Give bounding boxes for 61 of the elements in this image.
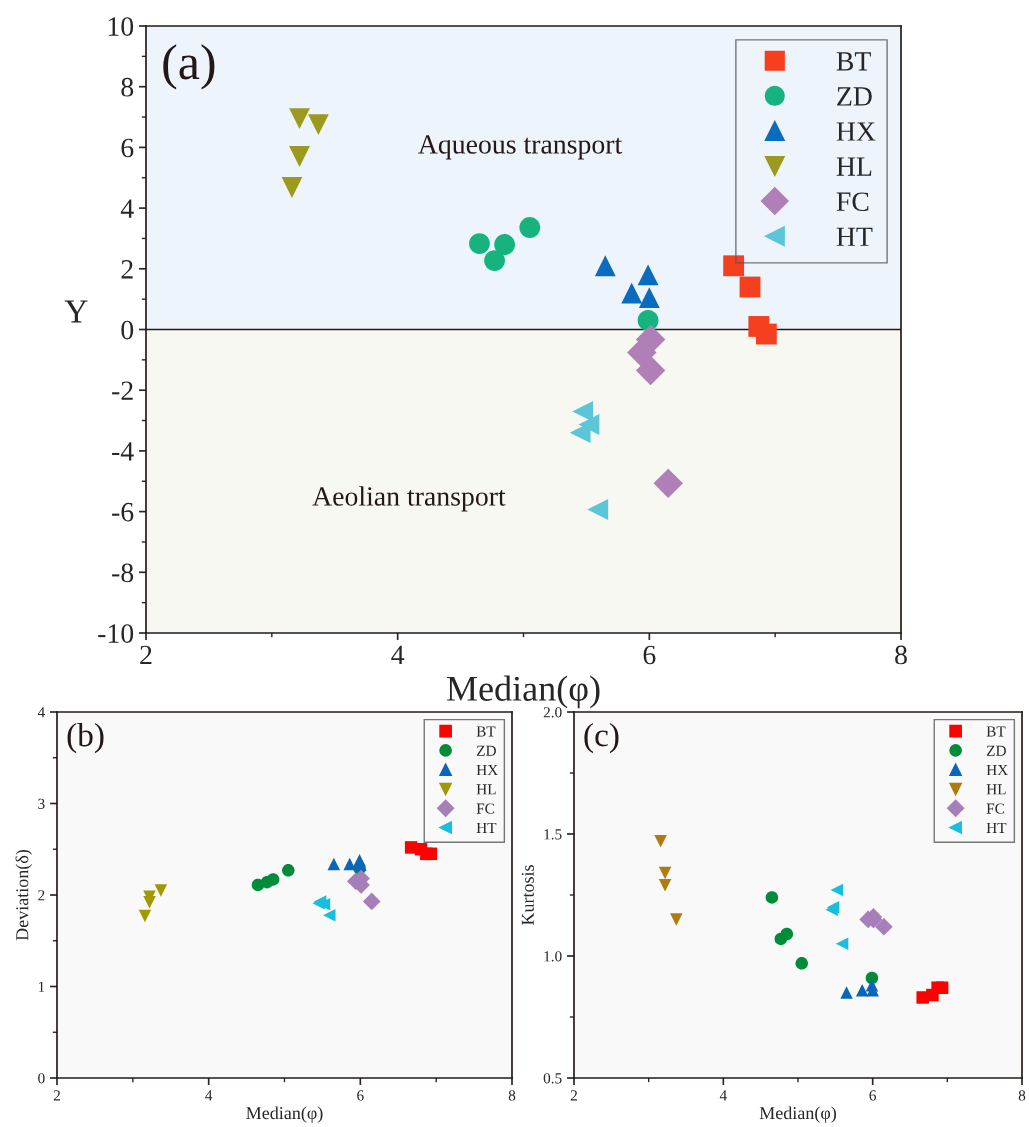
y-tick-label: 1.5: [544, 829, 562, 840]
y-axis-title: Kurtosis: [521, 865, 534, 926]
y-tick-label: -2: [112, 381, 133, 400]
legend-label: HL: [836, 157, 872, 176]
legend-label: HX: [986, 765, 1008, 776]
y-tick-label: 4: [37, 707, 45, 718]
legend-label: HX: [476, 765, 498, 776]
y-tick-label: -4: [112, 442, 134, 461]
band-label: Aqueous transport: [418, 135, 623, 160]
y-tick-label: 2.0: [543, 707, 562, 718]
legend-label: ZD: [837, 87, 872, 106]
x-tick-label: 2: [140, 645, 152, 665]
legend-label: ZD: [986, 745, 1006, 756]
y-tick-label: 4: [120, 199, 134, 218]
legend-label: FC: [476, 803, 495, 814]
x-tick-label: 4: [205, 1090, 213, 1101]
band-label: Aeolian transport: [312, 486, 506, 512]
y-tick-label: 2: [38, 890, 45, 901]
legend-label: HL: [986, 784, 1006, 795]
legend-label: FC: [986, 803, 1005, 814]
y-axis-title: Y: [64, 300, 88, 323]
y-tick-label: 0: [38, 1073, 45, 1084]
x-axis-title: Median(φ): [246, 1106, 323, 1123]
legend-label: BT: [476, 726, 496, 737]
legend-label: HT: [986, 822, 1007, 833]
legend-label: FC: [836, 192, 869, 212]
x-tick-label: 2: [53, 1090, 60, 1101]
annotation: (a): [163, 44, 215, 90]
x-axis-title: Median(φ): [759, 1106, 837, 1123]
legend-label: BT: [986, 726, 1006, 737]
y-tick-label: 0: [121, 320, 134, 340]
y-tick-label: -8: [112, 563, 134, 583]
y-tick-label: -6: [112, 502, 134, 522]
x-tick-label: 4: [719, 1090, 727, 1101]
y-tick-label: 1: [38, 981, 45, 992]
y-axis-title: Deviation(δ): [15, 849, 32, 941]
annotation: (c): [584, 722, 619, 754]
y-tick-label: 2: [121, 260, 133, 279]
x-tick-label: 6: [869, 1090, 877, 1101]
y-tick-label: 6: [121, 138, 134, 158]
x-tick-label: 8: [1018, 1090, 1026, 1101]
x-tick-label: 8: [508, 1090, 516, 1101]
x-tick-label: 2: [570, 1090, 577, 1101]
annotation: (b): [67, 722, 104, 754]
legend-label: HL: [476, 784, 496, 795]
legend-label: HT: [476, 822, 497, 833]
x-tick-label: 8: [895, 645, 907, 665]
legend-label: ZD: [476, 745, 496, 756]
y-tick-label: 8: [121, 77, 134, 97]
y-tick-label: -10: [98, 624, 134, 643]
legend-label: BT: [836, 52, 871, 71]
x-tick-label: 6: [357, 1090, 364, 1101]
y-tick-label: 0.5: [543, 1073, 562, 1084]
legend-label: HX: [836, 122, 876, 141]
x-tick-label: 6: [643, 645, 656, 665]
y-tick-label: 10: [108, 17, 134, 36]
x-axis-title: Median(φ): [446, 675, 600, 709]
y-tick-label: 3: [38, 798, 45, 809]
x-tick-label: 4: [391, 645, 405, 665]
y-tick-label: 1.0: [544, 951, 562, 962]
legend-label: HT: [836, 227, 873, 246]
